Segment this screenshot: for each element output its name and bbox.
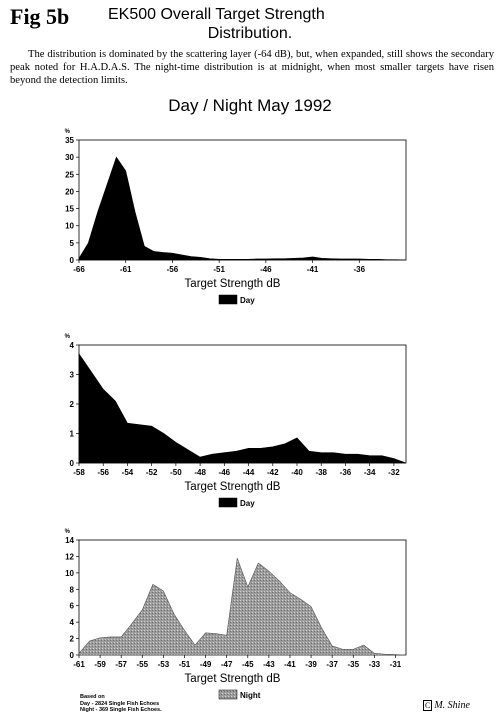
signature-name: M. Shine [434,700,470,711]
x-tick-label: -33 [369,660,381,669]
x-tick-label: -35 [347,660,359,669]
y-tick-label: 25 [65,170,74,179]
x-tick-label: -55 [137,660,149,669]
x-tick-label: -46 [260,265,272,274]
x-tick-label: -52 [146,468,158,477]
y-tick-label: 0 [70,459,75,468]
y-tick-label: 30 [65,153,74,162]
x-tick-label: -36 [340,468,352,477]
x-tick-label: -38 [315,468,327,477]
y-tick-label: 20 [65,187,74,196]
x-tick-label: -43 [263,660,275,669]
y-tick-label: 2 [70,400,75,409]
x-tick-label: -45 [242,660,254,669]
legend-swatch [218,689,238,700]
y-tick-label: 10 [65,569,74,578]
y-tick-label: 2 [70,635,75,644]
y-tick-label: 15 [65,205,74,214]
x-tick-label: -61 [73,660,85,669]
x-tick-label: -41 [284,660,296,669]
figure-title: EK500 Overall Target Strength [108,6,325,23]
y-tick-label: 4 [70,618,75,627]
x-tick-label: -49 [200,660,212,669]
y-tick-label: 10 [65,222,74,231]
x-tick-label: -54 [122,468,134,477]
x-tick-label: -66 [73,265,85,274]
x-axis-label: Target Strength dB [185,481,281,493]
x-tick-label: -51 [179,660,191,669]
x-tick-label: -44 [243,468,255,477]
copyright-mark: C [423,700,433,711]
x-tick-label: -40 [291,468,303,477]
footnote: Based on Day - 2824 Single Fish Echoes N… [80,694,162,714]
legend-label: Day [240,296,255,305]
x-tick-label: -42 [267,468,279,477]
chart-day-expanded: 0 1 2 3 4% -58 -56 -54 -52 -50 -48 -46 -44 -42 -40 -38 -… [65,334,407,508]
chart-day-overall: 0 5 10 15 20 25 30 35% -66 -61 -56 -51 -46 -41 -36 Targ… [65,129,407,305]
footnote-line: Night - 369 Single Fish Echoes. [80,707,162,713]
series-area [78,156,407,261]
signature: C M. Shine [423,700,470,711]
x-tick-label: -48 [194,468,206,477]
y-unit-label: % [65,529,71,535]
x-tick-label: -53 [158,660,170,669]
x-tick-label: -51 [213,265,225,274]
y-tick-label: 8 [70,585,75,594]
x-tick-label: -36 [354,265,366,274]
y-unit-label: % [65,334,71,340]
y-tick-label: 1 [70,430,75,439]
x-tick-label: -37 [326,660,338,669]
x-axis-label: Target Strength dB [185,278,281,290]
legend-label: Day [240,499,255,508]
y-tick-label: 12 [65,552,74,561]
x-tick-label: -46 [219,468,231,477]
y-tick-label: 5 [70,239,75,248]
x-tick-label: -56 [167,265,179,274]
legend-swatch [218,294,238,305]
y-tick-label: 4 [70,341,75,350]
x-tick-label: -50 [170,468,182,477]
x-tick-label: -58 [73,468,85,477]
x-tick-label: -47 [221,660,233,669]
figure-label: Fig 5b [10,4,70,29]
footnote-line: Day - 2824 Single Fish Echoes [80,700,160,707]
x-tick-label: -61 [120,265,132,274]
y-tick-label: 3 [70,371,75,380]
y-tick-label: 35 [65,136,74,145]
legend-swatch [218,497,238,508]
x-tick-label: -41 [307,265,319,274]
x-tick-label: -57 [115,660,127,669]
figure-title-line2: Distribution. [207,25,293,42]
x-tick-label: -31 [390,660,402,669]
y-tick-label: 0 [70,256,75,265]
x-tick-label: -56 [97,468,109,477]
figure-subtitle: Day / Night May 1992 [168,96,332,115]
y-unit-label: % [65,129,71,135]
y-tick-label: 6 [70,602,75,611]
series-area [78,352,407,464]
footnote-line: Based on [80,694,105,700]
x-tick-label: -39 [305,660,317,669]
series-area [78,557,407,656]
figure-description: The distribution is dominated by the sca… [10,49,494,86]
y-tick-label: 14 [65,536,74,545]
y-tick-label: 0 [70,651,75,660]
legend-label: Night [240,691,261,700]
x-tick-label: -59 [94,660,106,669]
x-axis-label: Target Strength dB [185,673,281,685]
x-tick-label: -34 [364,468,376,477]
x-tick-label: -32 [388,468,400,477]
